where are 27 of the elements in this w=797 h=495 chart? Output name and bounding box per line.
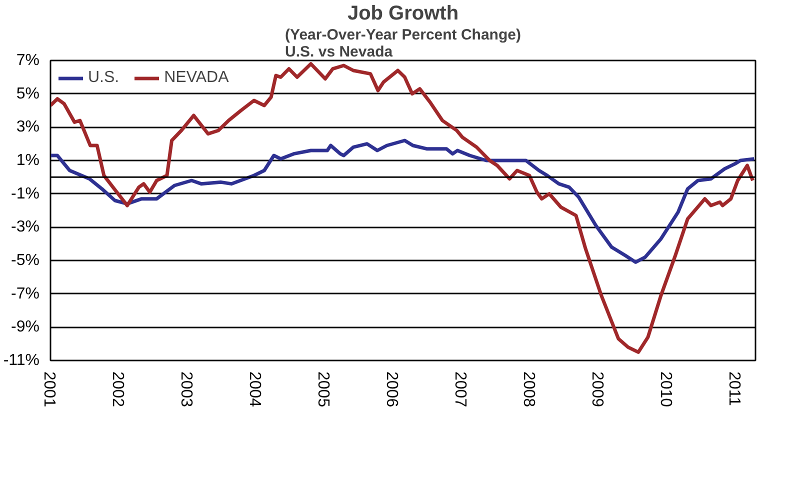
- x-tick-label: 2005: [314, 372, 332, 408]
- y-tick-label: -9%: [11, 318, 40, 336]
- y-tick-label: 3%: [16, 118, 40, 136]
- y-tick-label: 7%: [16, 52, 40, 69]
- y-tick-label: -3%: [11, 218, 40, 236]
- x-tick-label: 2006: [383, 372, 400, 408]
- x-tick-label: 2007: [452, 372, 469, 408]
- x-tick-label: 2008: [520, 372, 538, 408]
- x-tick-label: 2011: [726, 372, 743, 406]
- y-tick-label: 1%: [16, 152, 40, 169]
- line-series: [50, 138, 756, 264]
- chart-title: Job Growth: [347, 2, 459, 24]
- chart-subtitle: (Year-Over-Year Percent Change) U.S. vs Nevada: [285, 26, 521, 60]
- legend-label: U.S.: [88, 69, 120, 87]
- line-series: [50, 62, 755, 354]
- x-tick-label: 2002: [109, 372, 126, 408]
- x-tick-label: 2010: [657, 372, 674, 408]
- y-tick-label: -1%: [11, 185, 40, 202]
- y-tick-label: -11%: [3, 352, 40, 369]
- legend-label: NEVADA: [164, 69, 229, 87]
- y-tick-label: 5%: [16, 85, 40, 102]
- y-tick-label: -5%: [11, 252, 40, 269]
- x-tick-label: 2003: [178, 372, 195, 408]
- x-tick-label: 2004: [246, 372, 264, 408]
- x-tick-label: 2001: [40, 372, 58, 408]
- x-tick-label: 2009: [588, 372, 606, 408]
- y-tick-label: -7%: [11, 285, 40, 302]
